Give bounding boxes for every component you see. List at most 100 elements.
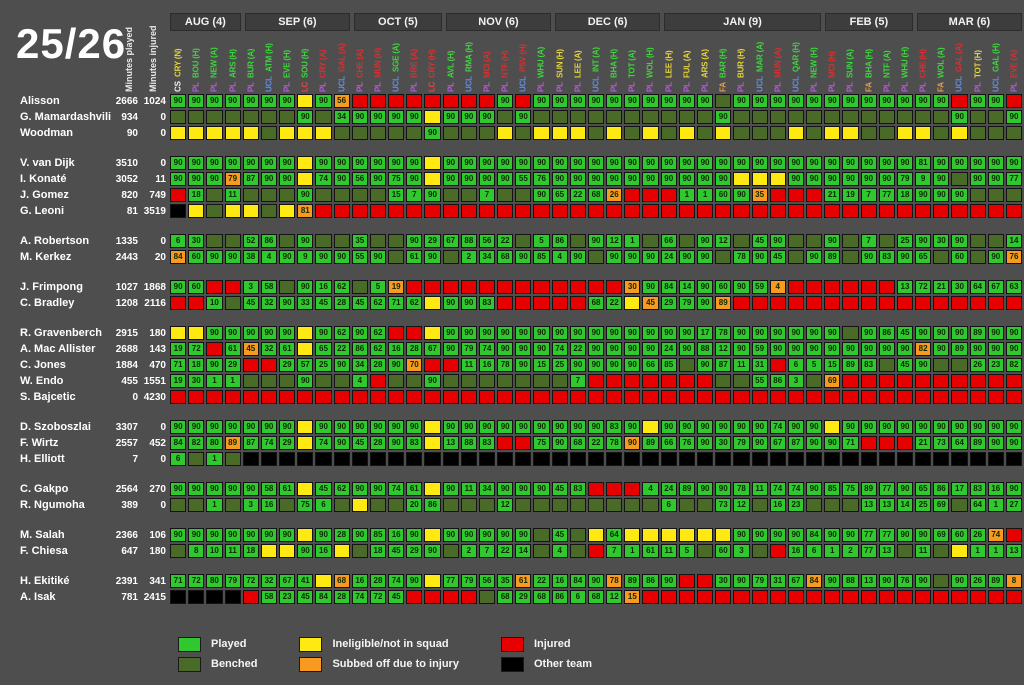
- cell-injured: [442, 358, 459, 372]
- cell-benched: [878, 234, 895, 248]
- cell-played: 83: [478, 436, 496, 450]
- competition-code: UCL: [791, 72, 801, 92]
- cell-played: 90: [806, 250, 823, 264]
- cell-ineligible: [170, 326, 187, 340]
- opponent-code: RMA (H): [464, 42, 474, 73]
- cell-played: 1: [824, 544, 841, 558]
- cell-played: 90: [424, 126, 441, 140]
- cell-benched: [969, 188, 986, 202]
- cell-benched: [678, 110, 695, 124]
- cell-played: 90: [369, 172, 387, 186]
- cell-played: 16: [315, 280, 332, 294]
- cell-other_team: [533, 452, 550, 466]
- legend-item: Subbed off due to injury: [299, 656, 459, 672]
- cell-benched: [315, 110, 332, 124]
- cell-played: 56: [351, 172, 368, 186]
- cell-played: 90: [715, 420, 732, 434]
- cell-played: 3: [733, 544, 750, 558]
- cell-played: 80: [206, 574, 223, 588]
- cell-other_team: [769, 452, 786, 466]
- cell-benched: [1005, 188, 1023, 202]
- minutes-injured-value: 1024: [143, 95, 166, 107]
- cell-played: 62: [369, 326, 387, 340]
- cell-injured: [551, 390, 568, 404]
- cell-played: 9: [297, 250, 314, 264]
- cell-played: 62: [333, 280, 350, 294]
- cell-ineligible: [424, 326, 441, 340]
- opponent-code: LEE (A): [573, 50, 583, 79]
- cell-ineligible: [842, 126, 859, 140]
- cell-played: 90: [460, 420, 477, 434]
- cell-benched: [715, 94, 732, 108]
- cell-played: 90: [188, 528, 205, 542]
- cell-played: 26: [969, 574, 986, 588]
- competition-code: PL: [318, 78, 328, 92]
- position-group: V. van Dijk 3510 0 90 90 90 90 90 90 90 90 90 90 90 90…: [0, 156, 1024, 218]
- minutes-played-value: 647: [121, 545, 138, 557]
- cell-benched: [951, 498, 968, 512]
- cell-benched: [333, 234, 350, 248]
- fixture-label: UCL SGE (A): [388, 32, 404, 92]
- player-name: A. Isak: [20, 591, 56, 603]
- cell-other_team: [642, 452, 659, 466]
- opponent-code: TOT (H): [973, 50, 983, 79]
- cell-subbed_injury: 81: [297, 204, 314, 218]
- cell-played: 90: [206, 250, 223, 264]
- cell-injured: [915, 296, 932, 310]
- minutes-injured-value: 11: [155, 173, 166, 185]
- cell-played: 34: [333, 110, 350, 124]
- player-row: J. Gomez 820 749 18 11 90 15 7 90 7 90 65 22 68 26 1 1 60…: [0, 188, 1024, 202]
- cell-played: 84: [569, 574, 586, 588]
- cell-ineligible: [951, 126, 968, 140]
- cell-benched: [515, 234, 532, 248]
- cell-played: 45: [896, 326, 914, 340]
- cell-subbed_injury: 35: [751, 188, 768, 202]
- cell-played: 90: [515, 358, 532, 372]
- cell-played: 55: [751, 374, 768, 388]
- minutes-injured-value: 0: [160, 127, 166, 139]
- cell-played: 18: [188, 188, 205, 202]
- cell-played: 72: [188, 574, 205, 588]
- player-name: W. Endo: [20, 375, 64, 387]
- cell-ineligible: [424, 156, 441, 170]
- competition-code: PL: [700, 78, 710, 92]
- legend-swatch-subbed_injury: [299, 656, 323, 672]
- cell-played: 90: [842, 420, 859, 434]
- cell-injured: [915, 390, 932, 404]
- cell-benched: [569, 528, 586, 542]
- cell-played: 86: [642, 574, 659, 588]
- cell-played: 13: [1005, 544, 1023, 558]
- cell-played: 59: [751, 342, 768, 356]
- cell-played: 60: [715, 544, 732, 558]
- cell-played: 26: [969, 528, 986, 542]
- cell-injured: [987, 374, 1004, 388]
- cell-played: 90: [624, 250, 641, 264]
- cell-played: 90: [678, 342, 695, 356]
- cell-benched: [933, 358, 950, 372]
- fixture-label: UCL INT (A): [588, 32, 604, 92]
- cell-played: 90: [806, 342, 823, 356]
- cell-played: 21: [824, 188, 841, 202]
- cell-played: 90: [369, 110, 387, 124]
- competition-code: UCL: [464, 72, 474, 92]
- competition-code: UCL: [755, 72, 765, 92]
- cell-played: 74: [478, 342, 496, 356]
- cell-played: 11: [460, 482, 477, 496]
- cell-played: 90: [751, 420, 768, 434]
- cell-ineligible: [896, 126, 914, 140]
- opponent-code: ARS (A): [700, 49, 710, 79]
- cell-played: 90: [896, 420, 914, 434]
- cell-played: 89: [624, 574, 641, 588]
- cell-played: 90: [533, 326, 550, 340]
- cell-other_team: [388, 452, 405, 466]
- cell-benched: [533, 110, 550, 124]
- cell-benched: [987, 110, 1004, 124]
- cell-played: 90: [678, 172, 695, 186]
- player-row: I. Konaté 3052 11 90 90 90 79 87 90 90 74 90 56 90 75 9…: [0, 172, 1024, 186]
- cell-ineligible: [951, 544, 968, 558]
- cell-injured: [769, 544, 786, 558]
- cell-played: 83: [478, 296, 496, 310]
- competition-code: UCL: [337, 72, 347, 92]
- cell-injured: [678, 374, 695, 388]
- cell-injured: [787, 280, 805, 294]
